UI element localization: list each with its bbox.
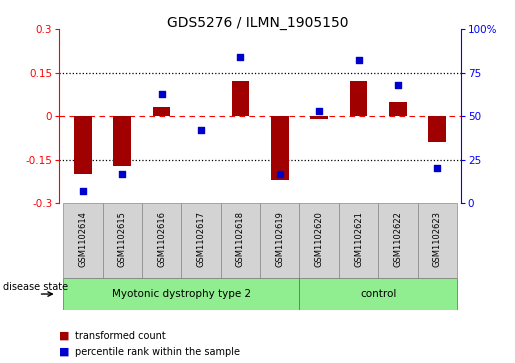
Text: GSM1102615: GSM1102615 xyxy=(118,211,127,267)
Text: Myotonic dystrophy type 2: Myotonic dystrophy type 2 xyxy=(112,289,251,299)
Text: ■: ■ xyxy=(59,347,70,357)
Bar xyxy=(418,203,457,278)
Point xyxy=(236,54,245,60)
Bar xyxy=(378,203,418,278)
Text: GSM1102618: GSM1102618 xyxy=(236,211,245,267)
Text: control: control xyxy=(360,289,397,299)
Point xyxy=(158,91,166,97)
Bar xyxy=(153,107,170,116)
Point xyxy=(315,108,323,114)
Bar xyxy=(221,203,260,278)
Bar xyxy=(260,203,299,278)
Bar xyxy=(271,116,288,180)
Text: GDS5276 / ILMN_1905150: GDS5276 / ILMN_1905150 xyxy=(167,16,348,30)
Text: transformed count: transformed count xyxy=(75,331,165,341)
Point xyxy=(79,188,87,194)
Bar xyxy=(74,116,92,174)
Bar xyxy=(102,203,142,278)
Text: GSM1102616: GSM1102616 xyxy=(157,211,166,267)
Point xyxy=(433,166,441,171)
Bar xyxy=(63,278,299,310)
Bar xyxy=(350,81,367,116)
Bar xyxy=(63,203,102,278)
Text: percentile rank within the sample: percentile rank within the sample xyxy=(75,347,239,357)
Bar xyxy=(232,81,249,116)
Text: ■: ■ xyxy=(59,331,70,341)
Bar xyxy=(299,278,457,310)
Bar xyxy=(389,102,407,116)
Bar xyxy=(339,203,378,278)
Point xyxy=(197,127,205,133)
Text: GSM1102622: GSM1102622 xyxy=(393,211,402,267)
Point xyxy=(354,57,363,63)
Point xyxy=(394,82,402,88)
Bar xyxy=(113,116,131,166)
Text: GSM1102623: GSM1102623 xyxy=(433,211,442,267)
Point xyxy=(276,171,284,176)
Bar xyxy=(142,203,181,278)
Text: disease state: disease state xyxy=(3,282,67,293)
Bar xyxy=(299,203,339,278)
Bar xyxy=(310,116,328,119)
Bar xyxy=(428,116,446,142)
Text: GSM1102619: GSM1102619 xyxy=(275,211,284,267)
Bar xyxy=(181,203,221,278)
Text: GSM1102620: GSM1102620 xyxy=(315,211,323,267)
Text: GSM1102621: GSM1102621 xyxy=(354,211,363,267)
Text: GSM1102614: GSM1102614 xyxy=(78,211,88,267)
Text: GSM1102617: GSM1102617 xyxy=(197,211,205,267)
Point xyxy=(118,171,126,176)
